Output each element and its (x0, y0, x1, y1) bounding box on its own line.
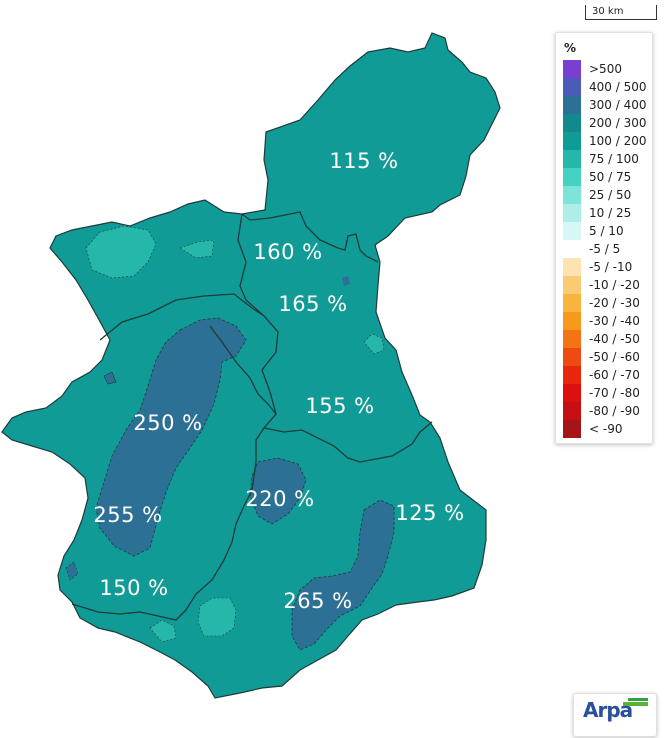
legend-label: -10 / -20 (589, 278, 640, 292)
legend-item: >500 (563, 60, 646, 78)
logo-flag-stripe (628, 698, 648, 701)
legend-swatch (563, 330, 581, 348)
zone-low-5 (149, 619, 177, 643)
legend-label: 200 / 300 (589, 116, 647, 130)
legend-label: -60 / -70 (589, 368, 640, 382)
legend-label: 75 / 100 (589, 152, 639, 166)
legend-swatch (563, 186, 581, 204)
legend-label: 50 / 75 (589, 170, 632, 184)
legend-swatch (563, 96, 581, 114)
legend-item: 50 / 75 (563, 168, 646, 186)
legend-items: >500 400 / 500 300 / 400 200 / 300 100 / 200… (563, 60, 646, 438)
legend-item: 100 / 200 (563, 132, 646, 150)
legend-label: >500 (589, 62, 622, 76)
legend-label: < -90 (589, 422, 623, 436)
legend-item: -20 / -30 (563, 294, 646, 312)
legend-item: < -90 (563, 420, 646, 438)
legend-item: 75 / 100 (563, 150, 646, 168)
legend-item: -30 / -40 (563, 312, 646, 330)
zone-high-small (65, 561, 79, 581)
legend-swatch (563, 258, 581, 276)
legend-swatch (563, 366, 581, 384)
legend-swatch (563, 60, 581, 78)
legend-item: -5 / -10 (563, 258, 646, 276)
anomaly-label-160: 160 % (253, 240, 322, 264)
legend-swatch (563, 150, 581, 168)
province-boundaries (71, 211, 433, 621)
legend-item: -50 / -60 (563, 348, 646, 366)
legend: % >500 400 / 500 300 / 400 200 / 300 100 / 2… (555, 32, 653, 444)
anomaly-label-265: 265 % (283, 589, 352, 613)
zone-high-center (249, 457, 307, 525)
legend-item: 5 / 10 (563, 222, 646, 240)
legend-label: 5 / 10 (589, 224, 624, 238)
legend-item: -60 / -70 (563, 366, 646, 384)
legend-label: -70 / -80 (589, 386, 640, 400)
legend-label: -5 / 5 (589, 242, 621, 256)
legend-swatch (563, 312, 581, 330)
anomaly-label-150: 150 % (99, 576, 168, 600)
legend-swatch (563, 132, 581, 150)
legend-item: 200 / 300 (563, 114, 646, 132)
anomaly-label-125: 125 % (395, 501, 464, 525)
legend-swatch (563, 240, 581, 258)
legend-label: 400 / 500 (589, 80, 647, 94)
legend-item: -40 / -50 (563, 330, 646, 348)
legend-swatch (563, 420, 581, 438)
zone-high-south (291, 499, 395, 651)
legend-label: -20 / -30 (589, 296, 640, 310)
legend-swatch (563, 204, 581, 222)
legend-label: 300 / 400 (589, 98, 647, 112)
legend-item: -70 / -80 (563, 384, 646, 402)
anomaly-label-255: 255 % (93, 503, 162, 527)
arpa-logo: Arpa (573, 693, 657, 737)
zone-high-small-2 (103, 371, 117, 385)
legend-item: -10 / -20 (563, 276, 646, 294)
legend-label: 25 / 50 (589, 188, 632, 202)
anomaly-label-115: 115 % (329, 149, 398, 173)
region-outline (1, 32, 501, 699)
legend-label: -50 / -60 (589, 350, 640, 364)
legend-label: -40 / -50 (589, 332, 640, 346)
legend-label: -30 / -40 (589, 314, 640, 328)
legend-swatch (563, 276, 581, 294)
legend-title: % (564, 41, 577, 55)
legend-swatch (563, 78, 581, 96)
logo-text: Arpa (583, 698, 633, 722)
logo-flag (623, 702, 648, 706)
legend-swatch (563, 384, 581, 402)
zone-low-4 (197, 597, 237, 637)
anomaly-label-220: 220 % (245, 487, 314, 511)
legend-label: 10 / 25 (589, 206, 632, 220)
legend-item: -80 / -90 (563, 402, 646, 420)
legend-swatch (563, 168, 581, 186)
zone-low-2 (179, 239, 215, 259)
legend-swatch (563, 114, 581, 132)
small-dot (342, 276, 350, 286)
legend-swatch (563, 222, 581, 240)
legend-swatch (563, 348, 581, 366)
legend-label: 100 / 200 (589, 134, 647, 148)
anomaly-label-165: 165 % (278, 292, 347, 316)
legend-item: -5 / 5 (563, 240, 646, 258)
legend-label: -80 / -90 (589, 404, 640, 418)
zone-high-west (95, 317, 247, 557)
anomaly-label-155: 155 % (305, 394, 374, 418)
legend-item: 400 / 500 (563, 78, 646, 96)
legend-label: -5 / -10 (589, 260, 633, 274)
legend-swatch (563, 402, 581, 420)
legend-item: 300 / 400 (563, 96, 646, 114)
legend-swatch (563, 294, 581, 312)
anomaly-label-250: 250 % (133, 411, 202, 435)
legend-item: 10 / 25 (563, 204, 646, 222)
zone-low-3 (363, 333, 385, 355)
legend-item: 25 / 50 (563, 186, 646, 204)
scale-bar-label: 30 km (592, 6, 624, 17)
scale-bar: 30 km (585, 5, 657, 20)
zone-low-1 (85, 225, 157, 279)
